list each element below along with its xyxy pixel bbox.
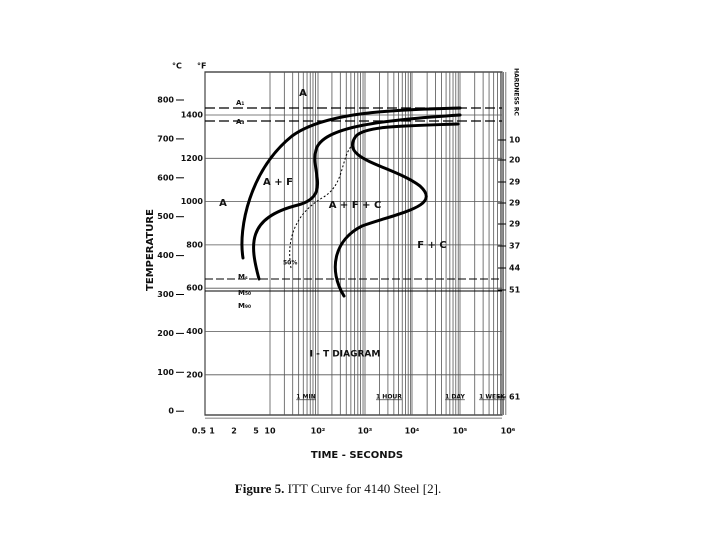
- right-axis-label: HARDNESS RC: [513, 68, 520, 116]
- celsius-tick-label: 300: [157, 290, 174, 299]
- ferrite-curve: [252, 113, 462, 281]
- celsius-tick-label: 200: [157, 329, 174, 338]
- percent-label: 50%: [283, 260, 297, 267]
- celsius-tick-label: 500: [157, 212, 174, 221]
- region-label: A: [219, 198, 227, 209]
- celsius-tick-label: 700: [157, 134, 174, 143]
- hardness-tick-label: 61: [509, 393, 521, 402]
- celsius-tick-label: 800: [157, 96, 174, 105]
- time-mark: 1 MIN: [296, 394, 316, 401]
- celsius-tick-label: 0: [168, 407, 174, 416]
- start-curve: [240, 106, 462, 260]
- celsius-tick-label: 600: [157, 173, 174, 182]
- time-mark: 1 HOUR: [376, 394, 402, 401]
- region-label: A + F + C: [329, 200, 382, 211]
- hardness-tick-label: 10: [509, 136, 521, 145]
- time-tick-label: 10⁵: [453, 427, 468, 436]
- time-tick-label: 10⁶: [501, 427, 516, 436]
- transformation-line-label: A₃: [236, 118, 244, 126]
- transformation-line-label: Mₛ: [238, 273, 248, 281]
- celsius-tick-label: 100: [157, 368, 174, 377]
- fifty-percent-curve: [289, 144, 353, 269]
- caption: Figure 5. ITT Curve for 4140 Steel [2].: [235, 481, 441, 496]
- time-tick-label: 10: [264, 427, 276, 436]
- grid: [204, 72, 507, 419]
- fahrenheit-tick-label: 1000: [181, 197, 204, 206]
- fahrenheit-tick-label: 1400: [181, 111, 204, 120]
- x-axis-label: TIME - SECONDS: [311, 450, 403, 461]
- hardness-tick-label: 51: [509, 286, 521, 295]
- fahrenheit-tick-label: 200: [186, 370, 203, 379]
- transformation-line-label: M₅₀: [238, 289, 251, 297]
- fahrenheit-tick-label: 600: [186, 284, 203, 293]
- region-label: A + F: [263, 177, 293, 188]
- transformation-line-label: M₉₀: [238, 302, 251, 310]
- time-tick-label: 10³: [358, 427, 373, 436]
- diagram-title: I - T DIAGRAM: [310, 350, 381, 360]
- fahrenheit-tick-label: 400: [186, 327, 203, 336]
- celsius-unit: °C: [172, 62, 182, 71]
- time-tick-label: 1: [209, 427, 215, 436]
- hardness-tick-label: 37: [509, 242, 520, 251]
- fahrenheit-unit: °F: [197, 62, 206, 71]
- time-tick-label: 2: [231, 427, 237, 436]
- y-axis-label: TEMPERATURE: [145, 209, 156, 291]
- hardness-tick-label: 29: [509, 178, 521, 187]
- time-tick-label: 5: [253, 427, 259, 436]
- transformation-line-label: A₁: [236, 99, 244, 107]
- region-label: F + C: [417, 240, 447, 251]
- hardness-tick-label: 29: [509, 220, 521, 229]
- fahrenheit-tick-label: 800: [186, 240, 203, 249]
- celsius-tick-label: 400: [157, 251, 174, 260]
- hardness-tick-label: 29: [509, 199, 521, 208]
- finish-curve: [333, 122, 460, 298]
- time-tick-label: 10⁴: [405, 427, 420, 436]
- fahrenheit-tick-label: 1200: [181, 154, 204, 163]
- time-mark: 1 WEEK: [479, 394, 505, 401]
- caption-label: Figure 5.: [235, 481, 285, 496]
- caption-text: ITT Curve for 4140 Steel [2].: [288, 481, 442, 496]
- time-tick-label: 0.5: [192, 427, 207, 436]
- time-mark: 1 DAY: [445, 394, 465, 401]
- hardness-tick-label: 44: [509, 264, 521, 273]
- time-tick-label: 10²: [311, 427, 326, 436]
- region-label: A: [299, 88, 307, 99]
- hardness-tick-label: 20: [509, 156, 521, 165]
